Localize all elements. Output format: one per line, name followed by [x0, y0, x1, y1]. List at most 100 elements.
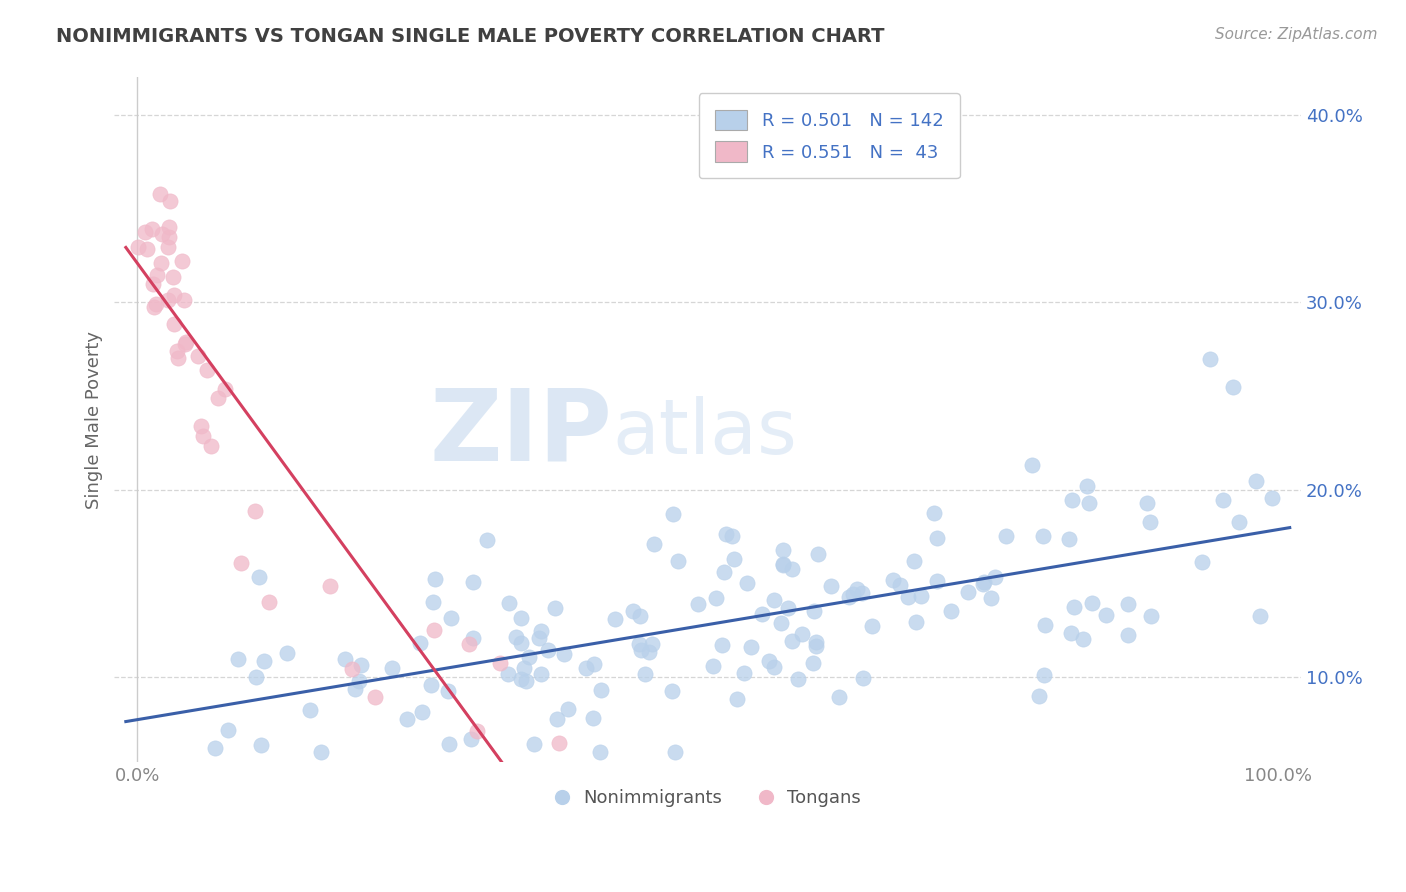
Point: [1212, 493, 1234, 508]
Point: [553, 647, 575, 661]
Point: [994, 529, 1017, 543]
Point: [207, 391, 229, 405]
Point: [299, 703, 322, 717]
Point: [440, 611, 463, 625]
Point: [972, 577, 994, 591]
Point: [770, 616, 793, 631]
Point: [637, 645, 659, 659]
Point: [688, 597, 710, 611]
Point: [423, 623, 446, 637]
Point: [778, 600, 800, 615]
Point: [142, 300, 165, 314]
Point: [780, 562, 803, 576]
Point: [510, 636, 533, 650]
Point: [1057, 532, 1080, 546]
Point: [537, 643, 560, 657]
Point: [983, 570, 1005, 584]
Point: [666, 554, 689, 568]
Point: [904, 615, 927, 629]
Point: [515, 673, 537, 688]
Point: [173, 337, 195, 351]
Point: [150, 227, 173, 242]
Point: [548, 736, 571, 750]
Point: [150, 255, 173, 269]
Point: [1244, 474, 1267, 488]
Point: [842, 587, 865, 601]
Point: [546, 712, 568, 726]
Point: [803, 604, 825, 618]
Point: [634, 667, 657, 681]
Point: [922, 506, 945, 520]
Point: [156, 239, 179, 253]
Point: [247, 570, 270, 584]
Point: [643, 537, 665, 551]
Point: [458, 637, 481, 651]
Point: [903, 554, 925, 568]
Point: [250, 738, 273, 752]
Point: [1222, 380, 1244, 394]
Text: ZIP: ZIP: [430, 384, 613, 482]
Point: [661, 684, 683, 698]
Point: [134, 225, 156, 239]
Point: [664, 745, 686, 759]
Point: [714, 527, 737, 541]
Point: [804, 634, 827, 648]
Point: [276, 646, 298, 660]
Point: [127, 240, 149, 254]
Point: [1249, 609, 1271, 624]
Point: [170, 253, 193, 268]
Point: [740, 640, 762, 655]
Point: [363, 690, 385, 705]
Point: [437, 683, 460, 698]
Point: [641, 637, 664, 651]
Point: [889, 577, 911, 591]
Point: [910, 589, 932, 603]
Point: [589, 745, 612, 759]
Point: [1021, 458, 1043, 472]
Point: [163, 288, 186, 302]
Point: [1060, 626, 1083, 640]
Point: [941, 604, 963, 618]
Point: [1118, 628, 1140, 642]
Point: [174, 334, 197, 349]
Point: [530, 624, 553, 638]
Point: [621, 604, 644, 618]
Point: [257, 595, 280, 609]
Point: [801, 656, 824, 670]
Point: [187, 349, 209, 363]
Point: [350, 658, 373, 673]
Point: [135, 242, 157, 256]
Point: [349, 674, 371, 689]
Point: [496, 666, 519, 681]
Point: [846, 582, 869, 597]
Point: [1260, 491, 1282, 506]
Point: [465, 724, 488, 739]
Point: [226, 651, 249, 665]
Y-axis label: Single Male Poverty: Single Male Poverty: [86, 331, 103, 508]
Point: [1060, 492, 1083, 507]
Point: [157, 229, 180, 244]
Text: atlas: atlas: [613, 396, 797, 470]
Point: [509, 611, 531, 625]
Point: [195, 363, 218, 377]
Point: [146, 268, 169, 282]
Point: [166, 343, 188, 358]
Point: [517, 649, 540, 664]
Point: [381, 661, 404, 675]
Text: NONIMMIGRANTS VS TONGAN SINGLE MALE POVERTY CORRELATION CHART: NONIMMIGRANTS VS TONGAN SINGLE MALE POVE…: [56, 27, 884, 45]
Point: [157, 220, 180, 235]
Point: [772, 557, 794, 571]
Point: [173, 293, 195, 308]
Point: [159, 194, 181, 208]
Point: [860, 619, 883, 633]
Point: [505, 630, 527, 644]
Point: [925, 532, 948, 546]
Point: [882, 574, 904, 588]
Point: [711, 638, 734, 652]
Point: [704, 591, 727, 605]
Point: [422, 595, 444, 609]
Point: [1076, 479, 1098, 493]
Point: [245, 670, 267, 684]
Point: [544, 601, 567, 615]
Point: [1198, 351, 1220, 366]
